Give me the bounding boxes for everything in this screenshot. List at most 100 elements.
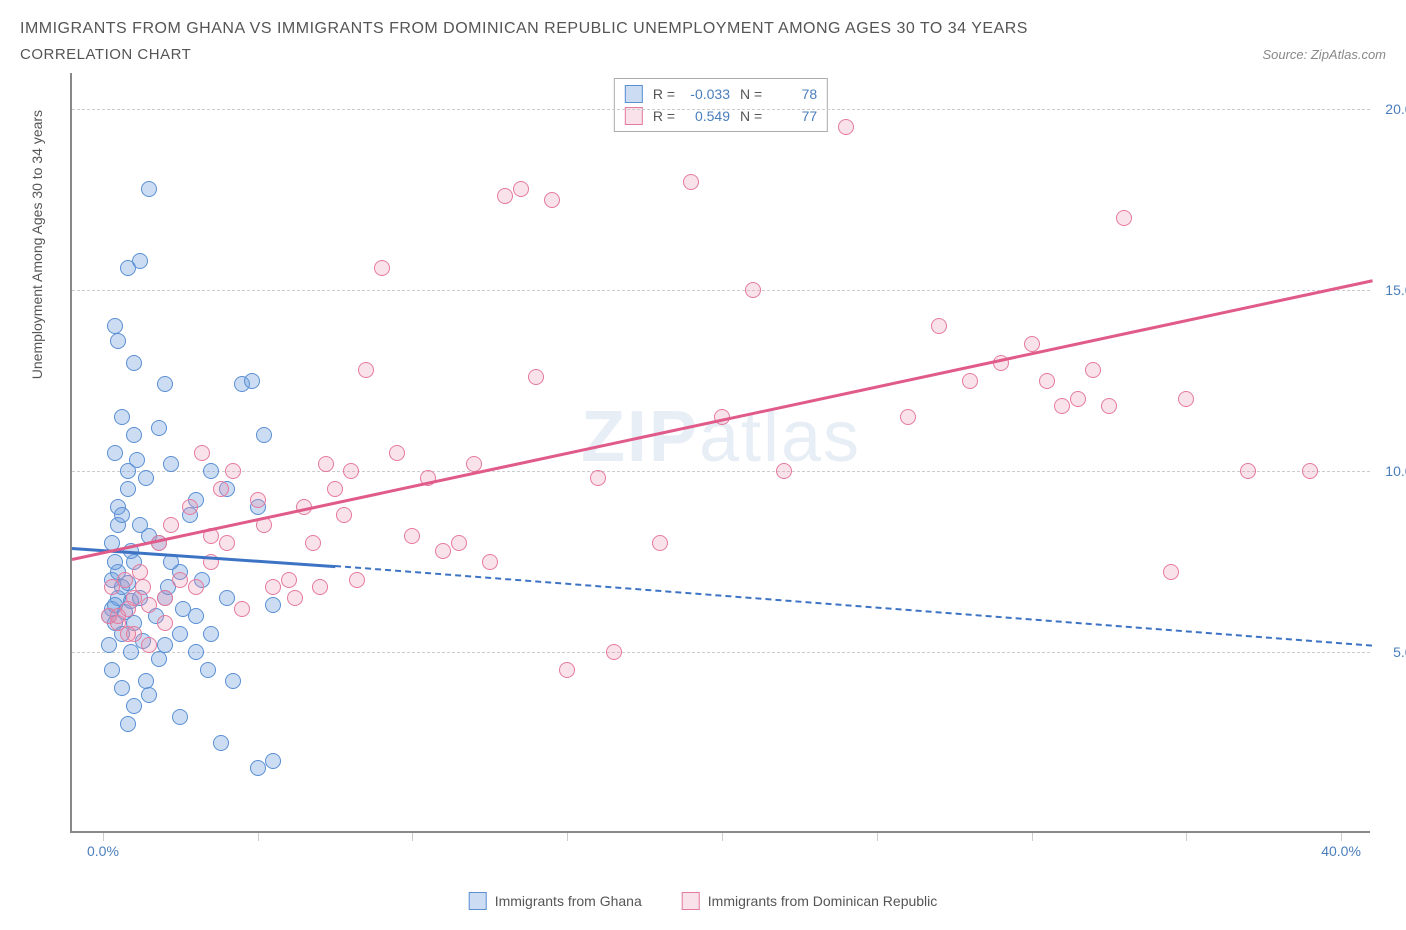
stats-legend: R = -0.033 N = 78 R = 0.549 N = 77 [614, 78, 828, 132]
scatter-point-blue [265, 753, 281, 769]
trend-line-blue-dashed [335, 565, 1372, 647]
scatter-point-pink [194, 445, 210, 461]
chart-subtitle: CORRELATION CHART [20, 46, 191, 63]
scatter-point-blue [203, 463, 219, 479]
scatter-point-blue [175, 601, 191, 617]
scatter-point-pink [1070, 391, 1086, 407]
y-tick-label: 5.0% [1393, 644, 1406, 660]
scatter-point-blue [120, 716, 136, 732]
legend-label-pink: Immigrants from Dominican Republic [708, 893, 938, 909]
scatter-point-pink [652, 535, 668, 551]
scatter-point-blue [219, 590, 235, 606]
legend-item-blue: Immigrants from Ghana [469, 892, 642, 910]
scatter-point-pink [225, 463, 241, 479]
scatter-point-pink [157, 615, 173, 631]
gridline-vertical [877, 833, 878, 841]
n-label: N = [740, 86, 762, 102]
scatter-point-pink [374, 260, 390, 276]
gridline-horizontal [72, 109, 1370, 110]
scatter-point-pink [120, 626, 136, 642]
gridline-horizontal [72, 290, 1370, 291]
bottom-legend: Immigrants from Ghana Immigrants from Do… [469, 892, 938, 910]
r-label: R = [653, 86, 675, 102]
scatter-point-pink [590, 470, 606, 486]
scatter-point-pink [838, 119, 854, 135]
scatter-point-pink [962, 373, 978, 389]
source-text: Source: ZipAtlas.com [1262, 47, 1386, 62]
swatch-pink-icon [682, 892, 700, 910]
r-value-blue: -0.033 [685, 86, 730, 102]
gridline-vertical [258, 833, 259, 841]
scatter-point-blue [110, 333, 126, 349]
scatter-point-pink [1054, 398, 1070, 414]
scatter-point-blue [141, 687, 157, 703]
legend-label-blue: Immigrants from Ghana [495, 893, 642, 909]
scatter-point-pink [157, 590, 173, 606]
scatter-point-pink [188, 579, 204, 595]
scatter-point-blue [163, 456, 179, 472]
scatter-point-pink [451, 535, 467, 551]
scatter-point-pink [1240, 463, 1256, 479]
scatter-point-pink [287, 590, 303, 606]
scatter-point-blue [114, 680, 130, 696]
scatter-point-blue [114, 507, 130, 523]
y-tick-label: 20.0% [1385, 101, 1406, 117]
scatter-point-blue [120, 260, 136, 276]
scatter-point-pink [336, 507, 352, 523]
scatter-point-pink [497, 188, 513, 204]
scatter-point-blue [107, 318, 123, 334]
scatter-point-pink [213, 481, 229, 497]
scatter-point-pink [163, 517, 179, 533]
scatter-point-pink [110, 608, 126, 624]
stats-row-blue: R = -0.033 N = 78 [625, 83, 817, 105]
plot-area: ZIPatlas Unemployment Among Ages 30 to 3… [70, 73, 1370, 833]
scatter-point-blue [203, 626, 219, 642]
trend-line-pink [72, 279, 1373, 560]
scatter-point-pink [482, 554, 498, 570]
scatter-point-blue [157, 376, 173, 392]
scatter-point-pink [606, 644, 622, 660]
scatter-point-blue [213, 735, 229, 751]
scatter-point-blue [244, 373, 260, 389]
scatter-point-blue [120, 481, 136, 497]
scatter-point-blue [107, 445, 123, 461]
scatter-point-blue [188, 644, 204, 660]
scatter-point-blue [104, 662, 120, 678]
gridline-horizontal [72, 652, 1370, 653]
scatter-point-pink [349, 572, 365, 588]
scatter-point-blue [126, 427, 142, 443]
scatter-point-pink [1302, 463, 1318, 479]
scatter-point-pink [172, 572, 188, 588]
scatter-point-blue [126, 698, 142, 714]
scatter-point-pink [1101, 398, 1117, 414]
gridline-horizontal [72, 471, 1370, 472]
x-tick-label: 0.0% [87, 843, 119, 859]
gridline-vertical [567, 833, 568, 841]
x-tick-label: 40.0% [1321, 843, 1361, 859]
scatter-point-pink [776, 463, 792, 479]
scatter-point-pink [343, 463, 359, 479]
scatter-point-pink [1116, 210, 1132, 226]
scatter-point-pink [900, 409, 916, 425]
scatter-point-pink [931, 318, 947, 334]
chart-title: IMMIGRANTS FROM GHANA VS IMMIGRANTS FROM… [20, 20, 1386, 38]
scatter-point-blue [172, 626, 188, 642]
scatter-point-pink [544, 192, 560, 208]
gridline-vertical [1341, 833, 1342, 841]
gridline-vertical [1186, 833, 1187, 841]
legend-item-pink: Immigrants from Dominican Republic [682, 892, 938, 910]
gridline-vertical [412, 833, 413, 841]
scatter-point-pink [265, 579, 281, 595]
scatter-point-blue [107, 554, 123, 570]
scatter-point-pink [141, 637, 157, 653]
scatter-point-blue [141, 181, 157, 197]
scatter-point-pink [389, 445, 405, 461]
gridline-vertical [103, 833, 104, 841]
scatter-point-pink [559, 662, 575, 678]
scatter-point-pink [281, 572, 297, 588]
swatch-blue-icon [469, 892, 487, 910]
y-axis-label: Unemployment Among Ages 30 to 34 years [29, 110, 45, 379]
scatter-point-pink [358, 362, 374, 378]
subtitle-row: CORRELATION CHART Source: ZipAtlas.com [20, 46, 1386, 63]
scatter-point-pink [435, 543, 451, 559]
